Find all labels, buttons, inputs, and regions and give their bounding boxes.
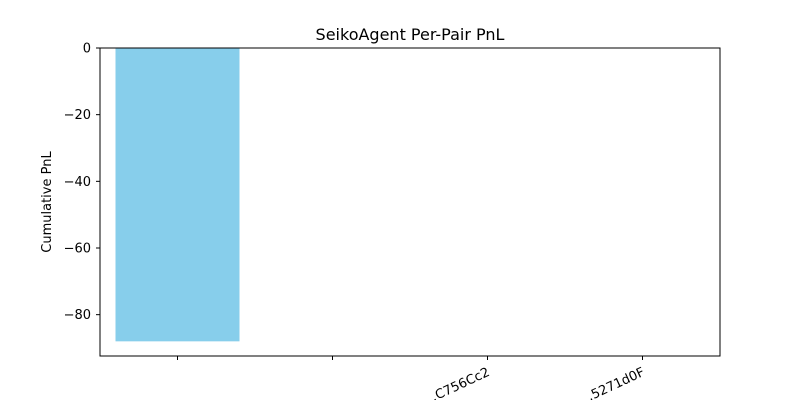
y-axis-ticks: 0 −20 −40 −60 −80 [64, 42, 100, 323]
y-tick-label: −80 [64, 308, 91, 323]
plot-area-frame [99, 47, 721, 357]
chart-title: SeikoAgent Per-Pair PnL [316, 25, 505, 44]
bars-group [115, 48, 240, 342]
y-axis-label: Cumulative PnL [40, 151, 55, 253]
y-tick-label: −60 [64, 242, 91, 257]
y-tick-label: −20 [64, 108, 91, 123]
bar-0 [115, 48, 240, 342]
y-tick-label: −40 [64, 175, 91, 190]
y-tick-label: 0 [83, 42, 91, 57]
